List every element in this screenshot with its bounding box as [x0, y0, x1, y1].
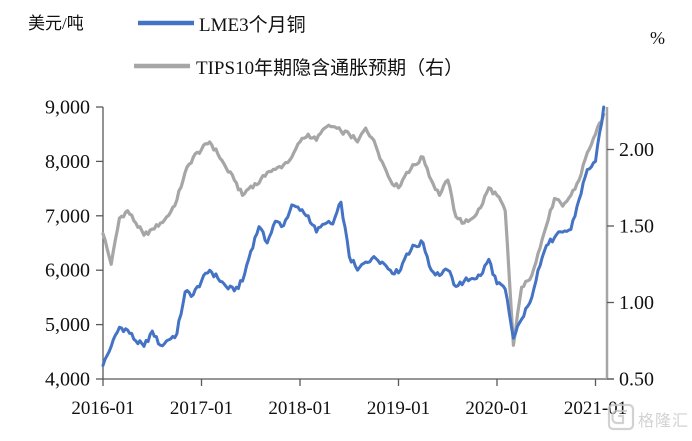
axes: 4,000 5,000 6,000 7,000 8,000 9,000 0.50 1.00 1.… — [45, 97, 654, 420]
watermark-text: 格隆汇 — [638, 412, 689, 430]
watermark: 格隆汇 — [607, 403, 689, 431]
x-axis-tick-label: 2021-01 — [564, 398, 627, 419]
copper-line — [101, 105, 606, 367]
left-axis-unit-label: 美元/吨 — [28, 14, 84, 33]
x-axis-tick-label: 2016-01 — [71, 398, 134, 419]
right-axis-tick-label: 1.00 — [619, 292, 654, 314]
y-axis-tick-label: 8,000 — [45, 151, 90, 173]
legend-tips-label: TIPS10年期隐含通胀预期（右） — [196, 57, 463, 79]
x-axis-tick-label: 2017-01 — [170, 398, 233, 419]
tips-line — [101, 112, 606, 347]
right-axis-unit-label: % — [650, 28, 665, 48]
x-axis-tick-label: 2020-01 — [465, 398, 528, 419]
legend: LME3个月铜 TIPS10年期隐含通胀预期（右） — [134, 14, 463, 79]
right-axis-tick-label: 0.50 — [619, 369, 654, 391]
y-axis-tick-label: 4,000 — [45, 369, 90, 391]
watermark-logo-icon — [607, 403, 635, 431]
x-axis-tick-label: 2019-01 — [367, 398, 430, 419]
legend-copper-label: LME3个月铜 — [199, 14, 306, 36]
y-axis-tick-label: 9,000 — [45, 97, 90, 119]
x-axis-tick-label: 2018-01 — [268, 398, 331, 419]
right-axis-tick-label: 1.50 — [619, 216, 654, 238]
right-axis-tick-label: 2.00 — [619, 139, 654, 161]
y-axis-tick-label: 7,000 — [45, 205, 90, 227]
y-axis-tick-label: 6,000 — [45, 260, 90, 282]
y-axis-tick-label: 5,000 — [45, 314, 90, 336]
